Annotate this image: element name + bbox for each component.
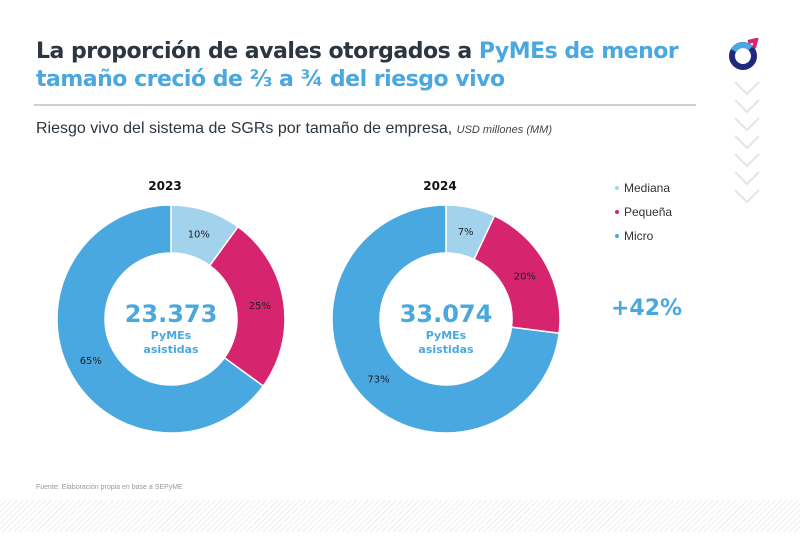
legend-label: Mediana [624,181,671,195]
legend: Mediana Pequeña Micro [615,176,672,248]
data-label: 20% [514,272,536,283]
center-label: asistidas [418,343,474,356]
legend-item: Micro [615,224,672,248]
page-title: La proporción de avales otorgados a PyME… [36,39,679,92]
legend-item: Pequeña [615,200,672,224]
legend-label: Pequeña [624,205,673,219]
chart-title: 2023 [148,179,181,193]
legend-dot-icon [615,234,619,238]
legend-item: Mediana [615,176,672,200]
center-label: PyMEs [426,329,467,342]
chevron-decoration [734,81,760,204]
slice-micro [56,204,265,434]
center-value: 33.074 [400,300,493,328]
legend-dot-icon [615,210,619,214]
data-label: 7% [458,227,474,238]
source-note: Fuente: Elaboración propia en base a SEP… [36,484,183,491]
center-value: 23.373 [125,300,218,328]
chart-title: 2024 [423,179,456,193]
legend-dot-icon [615,186,619,190]
growth-value: +42% [611,296,683,321]
circle-logo-icon [729,38,759,70]
data-label: 73% [367,375,389,386]
data-label: 10% [188,229,210,240]
slice-pequeña [208,225,286,388]
chart-subtitle: Riesgo vivo del sistema de SGRs por tama… [36,120,552,137]
divider [34,104,696,106]
data-label: 25% [249,301,271,312]
center-label: asistidas [143,343,199,356]
center-label: PyMEs [151,329,192,342]
legend-label: Micro [624,229,654,243]
slice-micro [331,204,560,434]
data-label: 65% [80,356,102,367]
footer-stripes [0,500,800,532]
